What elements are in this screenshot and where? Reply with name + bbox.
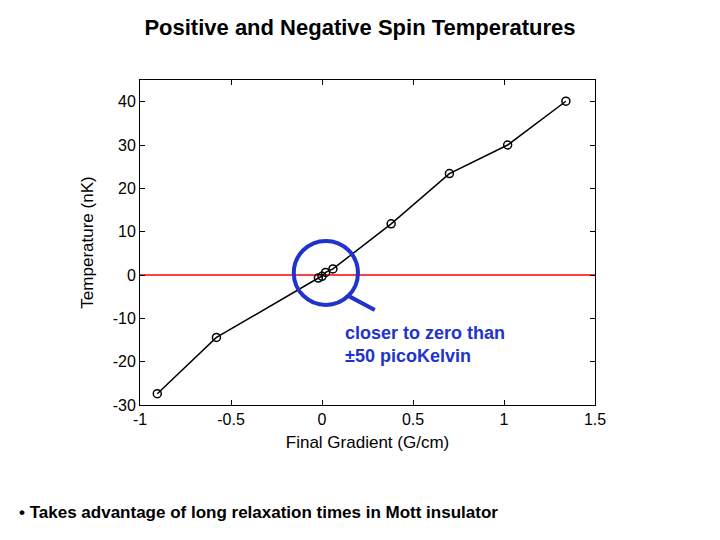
svg-text:40: 40 bbox=[118, 93, 136, 110]
svg-text:Final Gradient (G/cm): Final Gradient (G/cm) bbox=[286, 433, 449, 452]
svg-text:30: 30 bbox=[118, 137, 136, 154]
svg-text:1.5: 1.5 bbox=[584, 411, 606, 428]
svg-text:Positive and Negative Spin Tem: Positive and Negative Spin Temperatures bbox=[144, 15, 575, 40]
svg-text:0.5: 0.5 bbox=[402, 411, 424, 428]
svg-text:-0.5: -0.5 bbox=[217, 411, 245, 428]
svg-text:10: 10 bbox=[118, 223, 136, 240]
svg-text:0: 0 bbox=[127, 267, 136, 284]
svg-text:0: 0 bbox=[318, 411, 327, 428]
svg-text:20: 20 bbox=[118, 180, 136, 197]
svg-text:1: 1 bbox=[500, 411, 509, 428]
svg-text:-20: -20 bbox=[113, 353, 136, 370]
svg-text:Temperature (nK): Temperature (nK) bbox=[78, 176, 97, 308]
svg-text:-10: -10 bbox=[113, 310, 136, 327]
svg-text:closer to zero than±50 picoKel: closer to zero than±50 picoKelvin bbox=[345, 323, 505, 366]
svg-text:• Takes advantage of long rela: • Takes advantage of long relaxation tim… bbox=[19, 503, 498, 522]
svg-text:-1: -1 bbox=[133, 411, 147, 428]
svg-text:-30: -30 bbox=[113, 397, 136, 414]
